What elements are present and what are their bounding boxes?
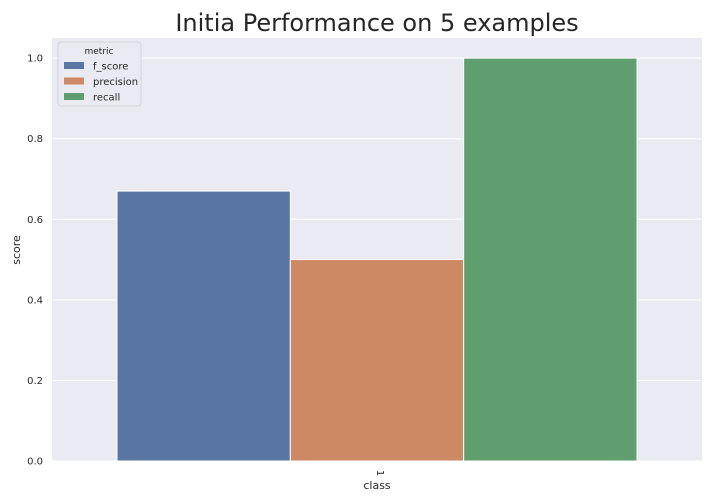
bar-f_score xyxy=(116,190,291,462)
legend-box xyxy=(57,41,142,107)
chart-title: Initia Performance on 5 examples xyxy=(175,9,578,37)
legend-label-precision: precision xyxy=(93,77,138,88)
legend-label-f_score: f_score xyxy=(93,62,128,73)
legend-swatch-recall xyxy=(64,93,84,100)
legend-label-recall: recall xyxy=(93,93,120,104)
y-tick-labels: 0.0 0.2 0.4 0.6 0.8 1.0 xyxy=(27,54,43,468)
y-tick-label: 0.4 xyxy=(27,295,43,306)
legend-swatch-f_score xyxy=(64,62,84,69)
y-tick-label: 0.0 xyxy=(27,457,43,468)
legend: metric f_score precision recall xyxy=(57,41,142,107)
y-tick-label: 0.8 xyxy=(27,134,43,145)
bar-precision xyxy=(289,259,465,462)
x-tick-label: 1 xyxy=(374,470,385,476)
y-tick-label: 0.2 xyxy=(27,376,43,387)
x-axis-label: class xyxy=(363,479,391,492)
bar-recall xyxy=(463,57,638,462)
legend-swatch-precision xyxy=(64,77,84,85)
bars xyxy=(116,57,638,462)
y-axis-label: score xyxy=(10,235,23,265)
y-tick-label: 1.0 xyxy=(27,54,43,65)
x-tick-labels: 1 xyxy=(374,470,385,476)
legend-title: metric xyxy=(85,47,114,57)
y-tick-label: 0.6 xyxy=(27,215,43,226)
legend-entries: f_score precision recall xyxy=(64,62,138,104)
